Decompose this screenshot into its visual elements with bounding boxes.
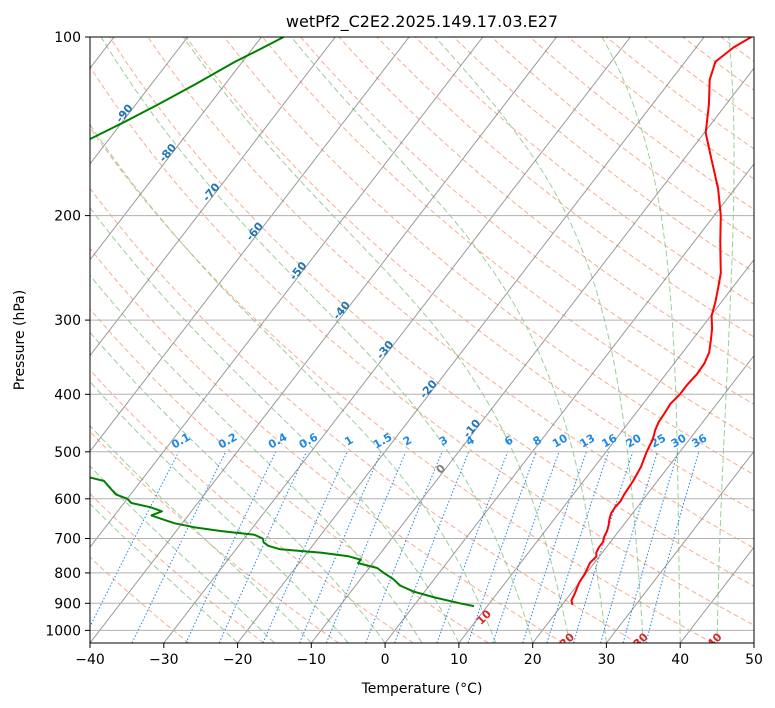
moist-adiabat-line <box>90 381 349 643</box>
dewpoint-trace <box>90 37 475 608</box>
dry-adiabat-line <box>185 37 754 512</box>
plot-frame <box>89 36 755 644</box>
mixing-ratio-line <box>90 451 180 628</box>
moist-adiabat-line <box>90 465 275 643</box>
y-axis-title: Pressure (hPa) <box>12 290 28 390</box>
moist-adiabat-line <box>716 37 735 643</box>
x-tick-label: 30 <box>597 652 615 668</box>
y-tick-label: 100 <box>54 30 81 46</box>
moist-adiabat-line <box>90 206 460 643</box>
mixing-ratio-line <box>185 451 277 643</box>
y-tick-label: 400 <box>54 387 81 403</box>
isotherm-line <box>90 37 336 357</box>
x-tick-label: 20 <box>524 652 542 668</box>
y-tick-label: 900 <box>54 596 81 612</box>
isotherm-line <box>384 163 754 643</box>
isotherm-line <box>163 37 631 643</box>
moist-adiabat-line <box>90 274 423 643</box>
x-tick-label: −10 <box>297 652 327 668</box>
dry-adiabat-line <box>90 65 754 626</box>
y-tick-label: 600 <box>54 492 81 508</box>
dry-adiabat-line <box>376 37 754 338</box>
x-tick-label: 50 <box>745 652 763 668</box>
temperature-trace <box>570 37 752 605</box>
mixing-ratio-line <box>436 451 509 643</box>
x-tick-label: −20 <box>223 652 253 668</box>
dry-adiabat-line <box>300 37 754 406</box>
mixing-ratio-line <box>299 451 382 643</box>
moist-adiabat-line <box>90 331 386 643</box>
moist-adiabat-line <box>90 123 497 643</box>
y-tick-label: 200 <box>54 209 81 225</box>
mixing-ratio-line <box>622 451 679 643</box>
isotherm-line <box>90 37 262 261</box>
chart-title: wetPf2_C2E2.2025.149.17.03.E27 <box>286 12 558 32</box>
dry-adiabat-line <box>90 308 489 643</box>
y-tick-label: 300 <box>54 313 81 329</box>
dry-adiabat-line <box>262 37 754 440</box>
x-tick-label: 10 <box>450 652 468 668</box>
mixing-ratio-line <box>467 451 537 643</box>
mixing-ratio-line <box>492 451 560 643</box>
mixing-ratio-line <box>325 451 407 643</box>
isotherm-line <box>90 37 484 548</box>
dry-adiabat-line <box>90 493 265 643</box>
dry-adiabat-line <box>90 556 190 643</box>
isotherm-line <box>90 37 410 453</box>
x-axis-title: Temperature (°C) <box>361 681 483 697</box>
mixing-ratio-line <box>546 451 609 643</box>
dry-adiabat-line <box>90 247 564 643</box>
y-tick-label: 800 <box>54 566 81 582</box>
isotherm-line <box>532 354 754 643</box>
x-tick-label: 40 <box>671 652 689 668</box>
isotherm-line <box>90 37 557 643</box>
moist-adiabat-line <box>100 37 534 643</box>
moist-adiabat-line <box>90 425 312 643</box>
x-tick-label: −30 <box>149 652 179 668</box>
mixing-ratio-line <box>262 451 348 643</box>
isotherm-line <box>310 67 754 643</box>
x-tick-label: −40 <box>75 652 105 668</box>
y-tick-label: 700 <box>54 532 81 548</box>
dry-adiabat-line <box>109 37 754 587</box>
moist-adiabat-line <box>435 37 644 643</box>
mixing-ratio-line <box>218 451 307 643</box>
pressure-gridlines <box>90 37 754 631</box>
mixing-ratio-line <box>365 451 443 643</box>
isotherm-line <box>606 450 754 643</box>
isotherms <box>90 37 754 643</box>
mixing-ratio-line <box>573 451 634 643</box>
x-tick-label: 0 <box>381 652 390 668</box>
profile-traces <box>90 37 752 608</box>
moist-adiabat-line <box>291 37 607 643</box>
isotherm-line <box>90 37 189 165</box>
y-tick-label: 500 <box>54 445 81 461</box>
moist-adiabat-line <box>182 37 571 643</box>
axes: −40 −30 −20 −10 0 10 20 30 40 50 100 200 300 400 500 60… <box>45 30 763 668</box>
mixing-ratio-line <box>522 451 587 643</box>
mixing-ratio-line <box>600 451 658 643</box>
dry-adiabat-line <box>90 187 639 643</box>
isotherm-line <box>458 258 754 643</box>
y-tick-label: 1000 <box>45 623 81 639</box>
moist-adiabat-line <box>601 37 681 643</box>
isotherm-line <box>237 37 705 643</box>
